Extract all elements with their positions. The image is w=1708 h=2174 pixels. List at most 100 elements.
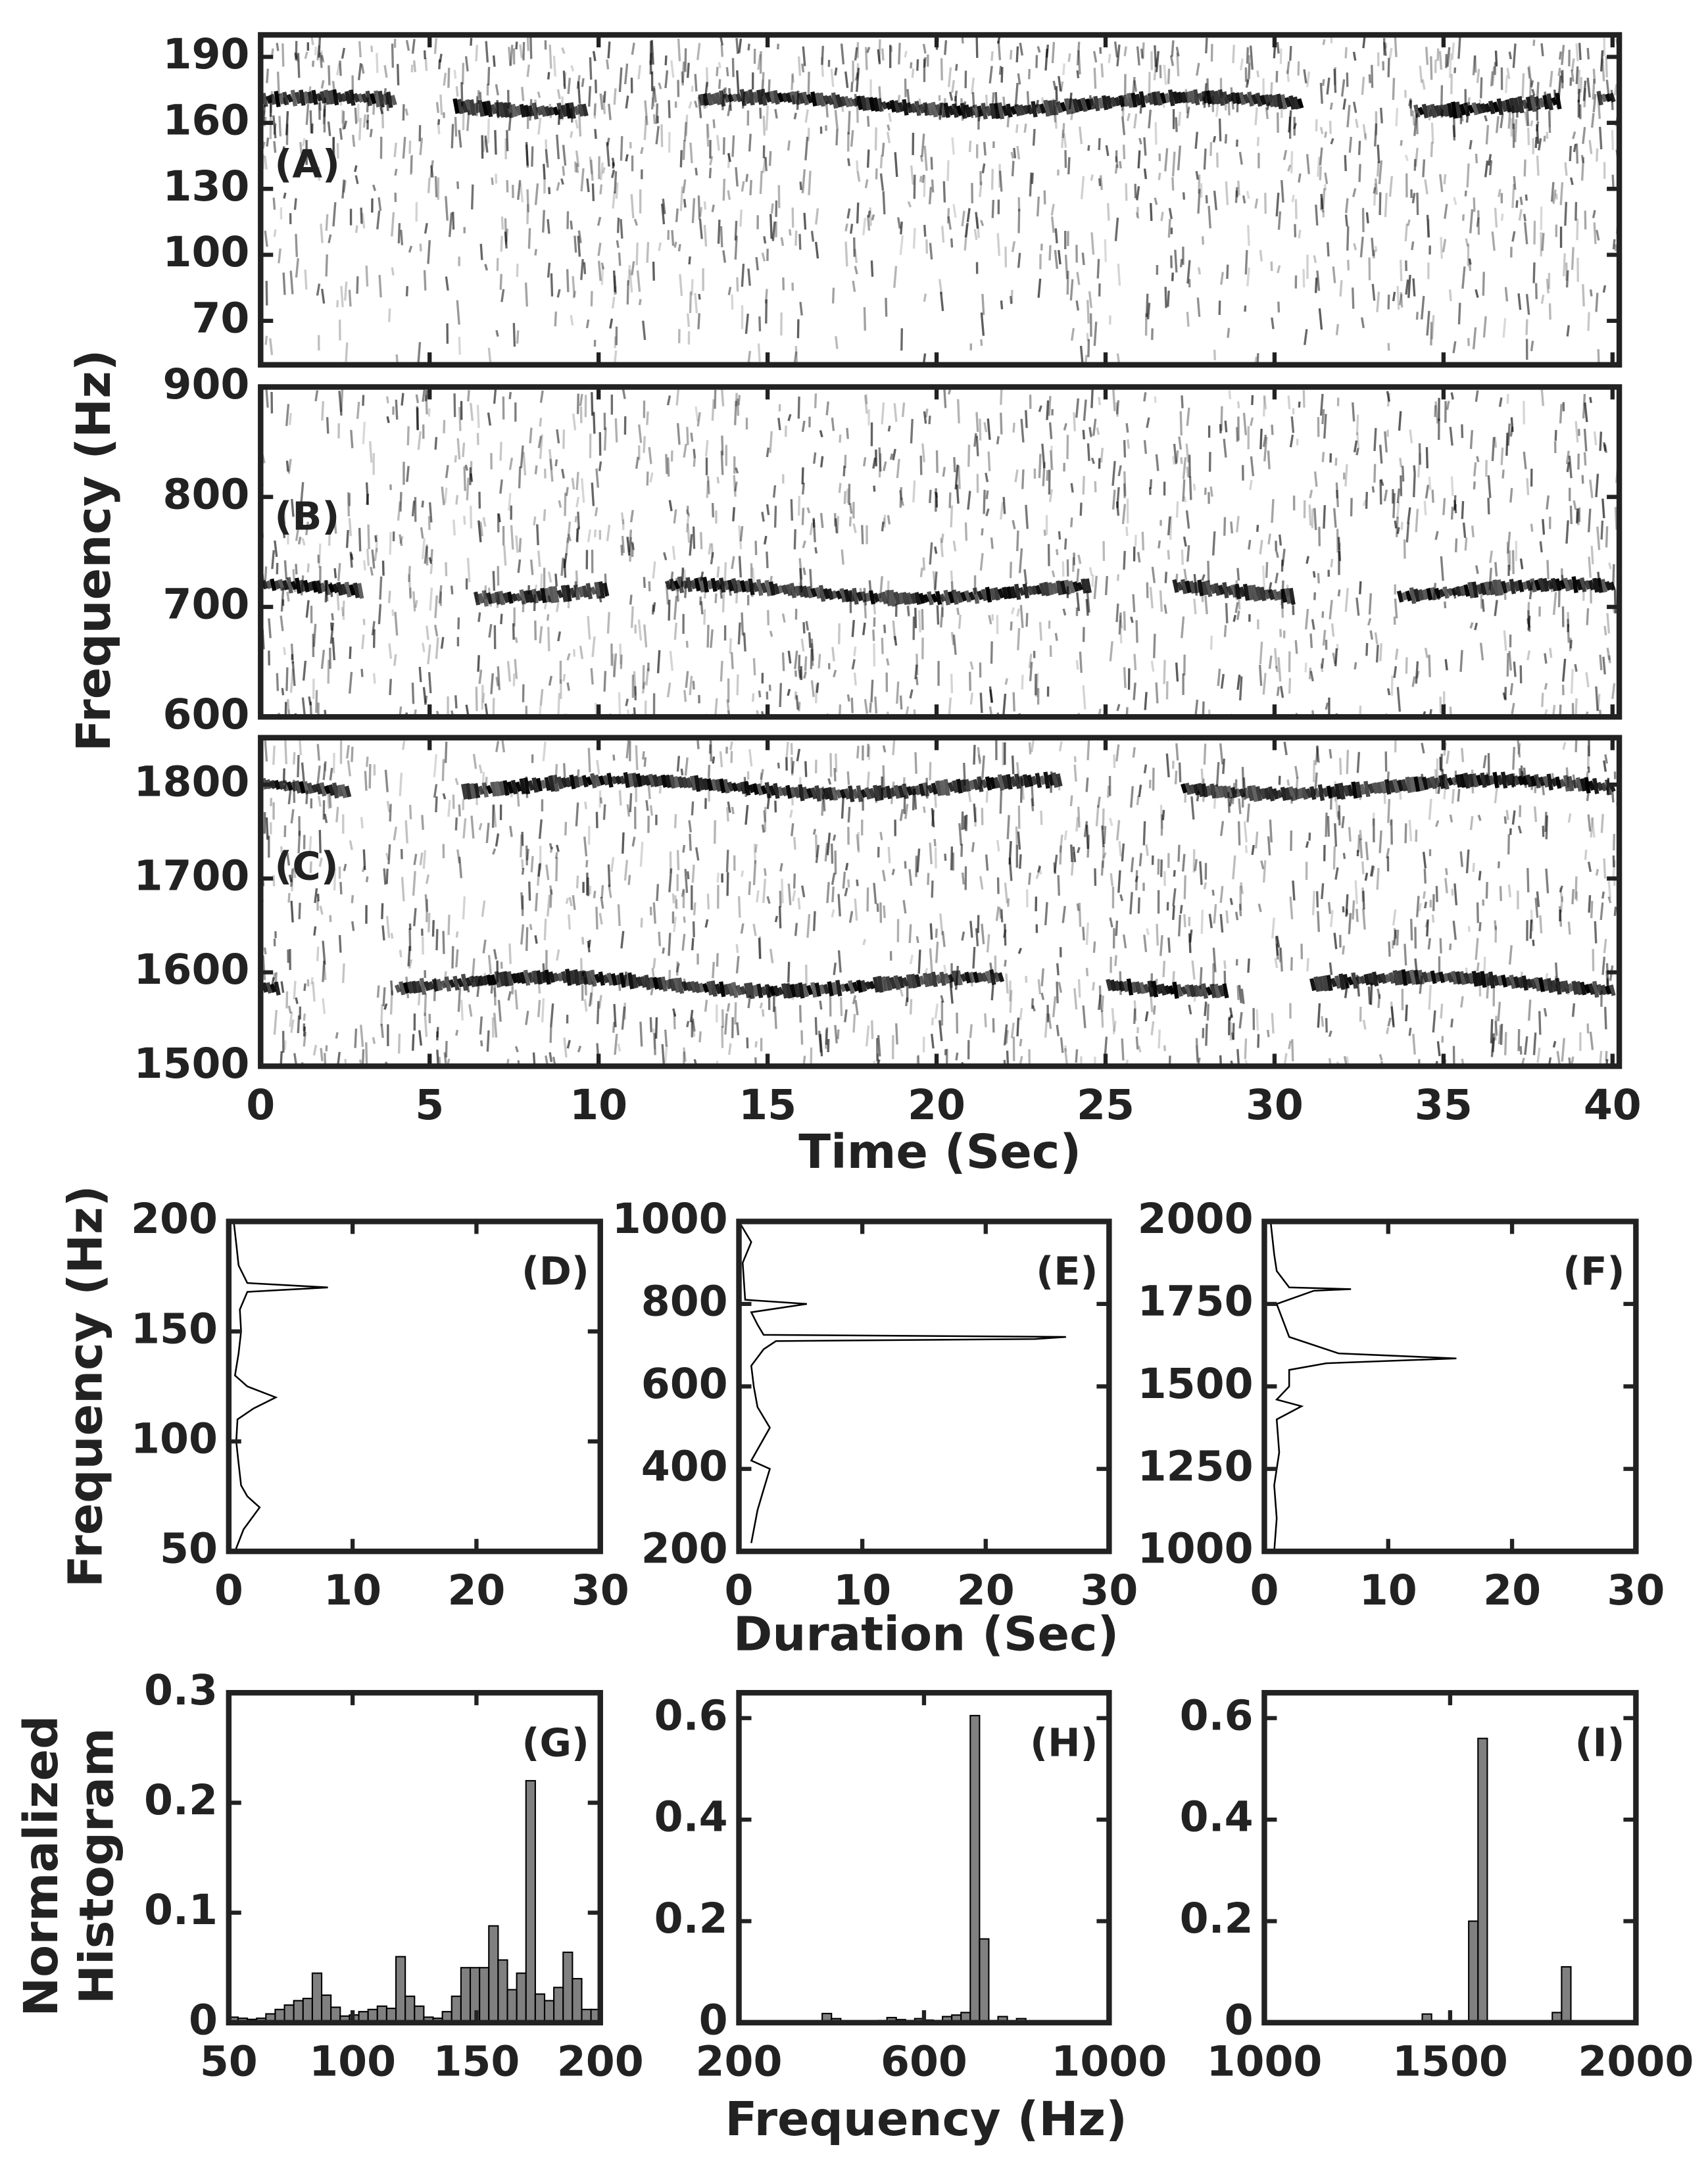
noise xyxy=(528,881,531,901)
noise xyxy=(645,667,650,686)
noise xyxy=(433,625,439,637)
tone-band xyxy=(510,779,518,795)
noise xyxy=(266,137,270,147)
tone-band xyxy=(452,98,460,114)
tone-band xyxy=(1131,92,1138,108)
noise xyxy=(1257,1034,1260,1048)
noise xyxy=(620,219,623,239)
noise xyxy=(714,698,718,716)
noise xyxy=(349,552,353,568)
noise xyxy=(761,824,765,833)
tone-band xyxy=(1525,96,1533,112)
noise xyxy=(1355,118,1359,128)
noise xyxy=(1444,659,1448,671)
tone-band xyxy=(1592,577,1599,593)
noise xyxy=(482,517,487,527)
noise xyxy=(1411,193,1416,204)
noise xyxy=(1143,168,1148,180)
noise xyxy=(422,687,427,705)
noise xyxy=(856,170,861,182)
noise xyxy=(1019,604,1024,628)
tone-band xyxy=(1434,105,1442,117)
noise xyxy=(367,524,370,549)
noise xyxy=(995,906,1000,921)
noise xyxy=(1448,53,1452,78)
noise xyxy=(1213,190,1218,210)
noise xyxy=(649,53,652,75)
noise xyxy=(1411,676,1416,687)
noise xyxy=(827,778,832,785)
noise xyxy=(1250,456,1255,477)
noise xyxy=(1328,1030,1332,1037)
tone-band xyxy=(577,586,585,598)
noise xyxy=(385,915,391,938)
noise xyxy=(1608,655,1611,664)
noise xyxy=(1246,47,1249,64)
tone-band xyxy=(544,105,551,116)
tone-band xyxy=(931,101,938,118)
noise xyxy=(1135,875,1139,882)
noise xyxy=(264,739,268,762)
noise xyxy=(1571,58,1575,72)
noise xyxy=(777,418,781,431)
noise xyxy=(1502,318,1507,338)
noise xyxy=(1434,820,1440,827)
tone-band xyxy=(1538,97,1546,108)
noise xyxy=(547,894,551,917)
tone-band xyxy=(1093,95,1100,112)
noise xyxy=(516,180,522,200)
tone-band xyxy=(1192,89,1200,106)
noise xyxy=(462,818,467,838)
noise xyxy=(1596,694,1601,711)
noise xyxy=(1274,648,1278,669)
tone-band xyxy=(1438,104,1446,117)
tone-band xyxy=(947,591,955,604)
noise xyxy=(419,852,424,865)
noise xyxy=(1093,322,1098,347)
noise xyxy=(885,297,888,317)
noise xyxy=(650,85,656,110)
noise xyxy=(356,401,360,419)
noise xyxy=(1054,854,1058,873)
noise xyxy=(1599,126,1603,150)
noise xyxy=(514,1046,519,1053)
noise xyxy=(1025,504,1029,529)
tone-band xyxy=(311,580,318,593)
tone-band xyxy=(1085,578,1092,594)
tone-band xyxy=(278,579,285,591)
noise xyxy=(1115,156,1119,168)
noise xyxy=(1082,685,1086,710)
noise xyxy=(801,467,804,485)
noise xyxy=(643,436,647,453)
noise xyxy=(1234,602,1239,614)
noise xyxy=(1394,598,1398,619)
noise xyxy=(458,130,462,148)
noise xyxy=(1431,914,1435,923)
noise xyxy=(979,876,984,890)
noise xyxy=(519,183,524,203)
noise xyxy=(981,755,985,779)
tone-band xyxy=(1047,582,1055,596)
tone-band xyxy=(498,781,506,796)
noise xyxy=(1500,1023,1503,1046)
noise xyxy=(1069,795,1073,807)
noise xyxy=(1407,507,1411,524)
noise xyxy=(1143,934,1148,952)
noise xyxy=(1038,621,1042,641)
noise xyxy=(1482,755,1487,769)
noise xyxy=(1512,43,1517,68)
noise xyxy=(844,887,848,897)
noise xyxy=(687,871,690,880)
noise xyxy=(1394,37,1398,57)
tone-band xyxy=(1138,91,1146,108)
tone-band xyxy=(748,578,755,596)
tone-band xyxy=(270,578,277,591)
noise xyxy=(1361,317,1365,329)
noise xyxy=(1418,443,1422,465)
noise xyxy=(766,551,769,568)
noise xyxy=(336,592,340,611)
noise xyxy=(1545,868,1549,894)
tone-band xyxy=(1201,91,1208,104)
noise xyxy=(1443,174,1447,185)
noise xyxy=(694,100,698,109)
